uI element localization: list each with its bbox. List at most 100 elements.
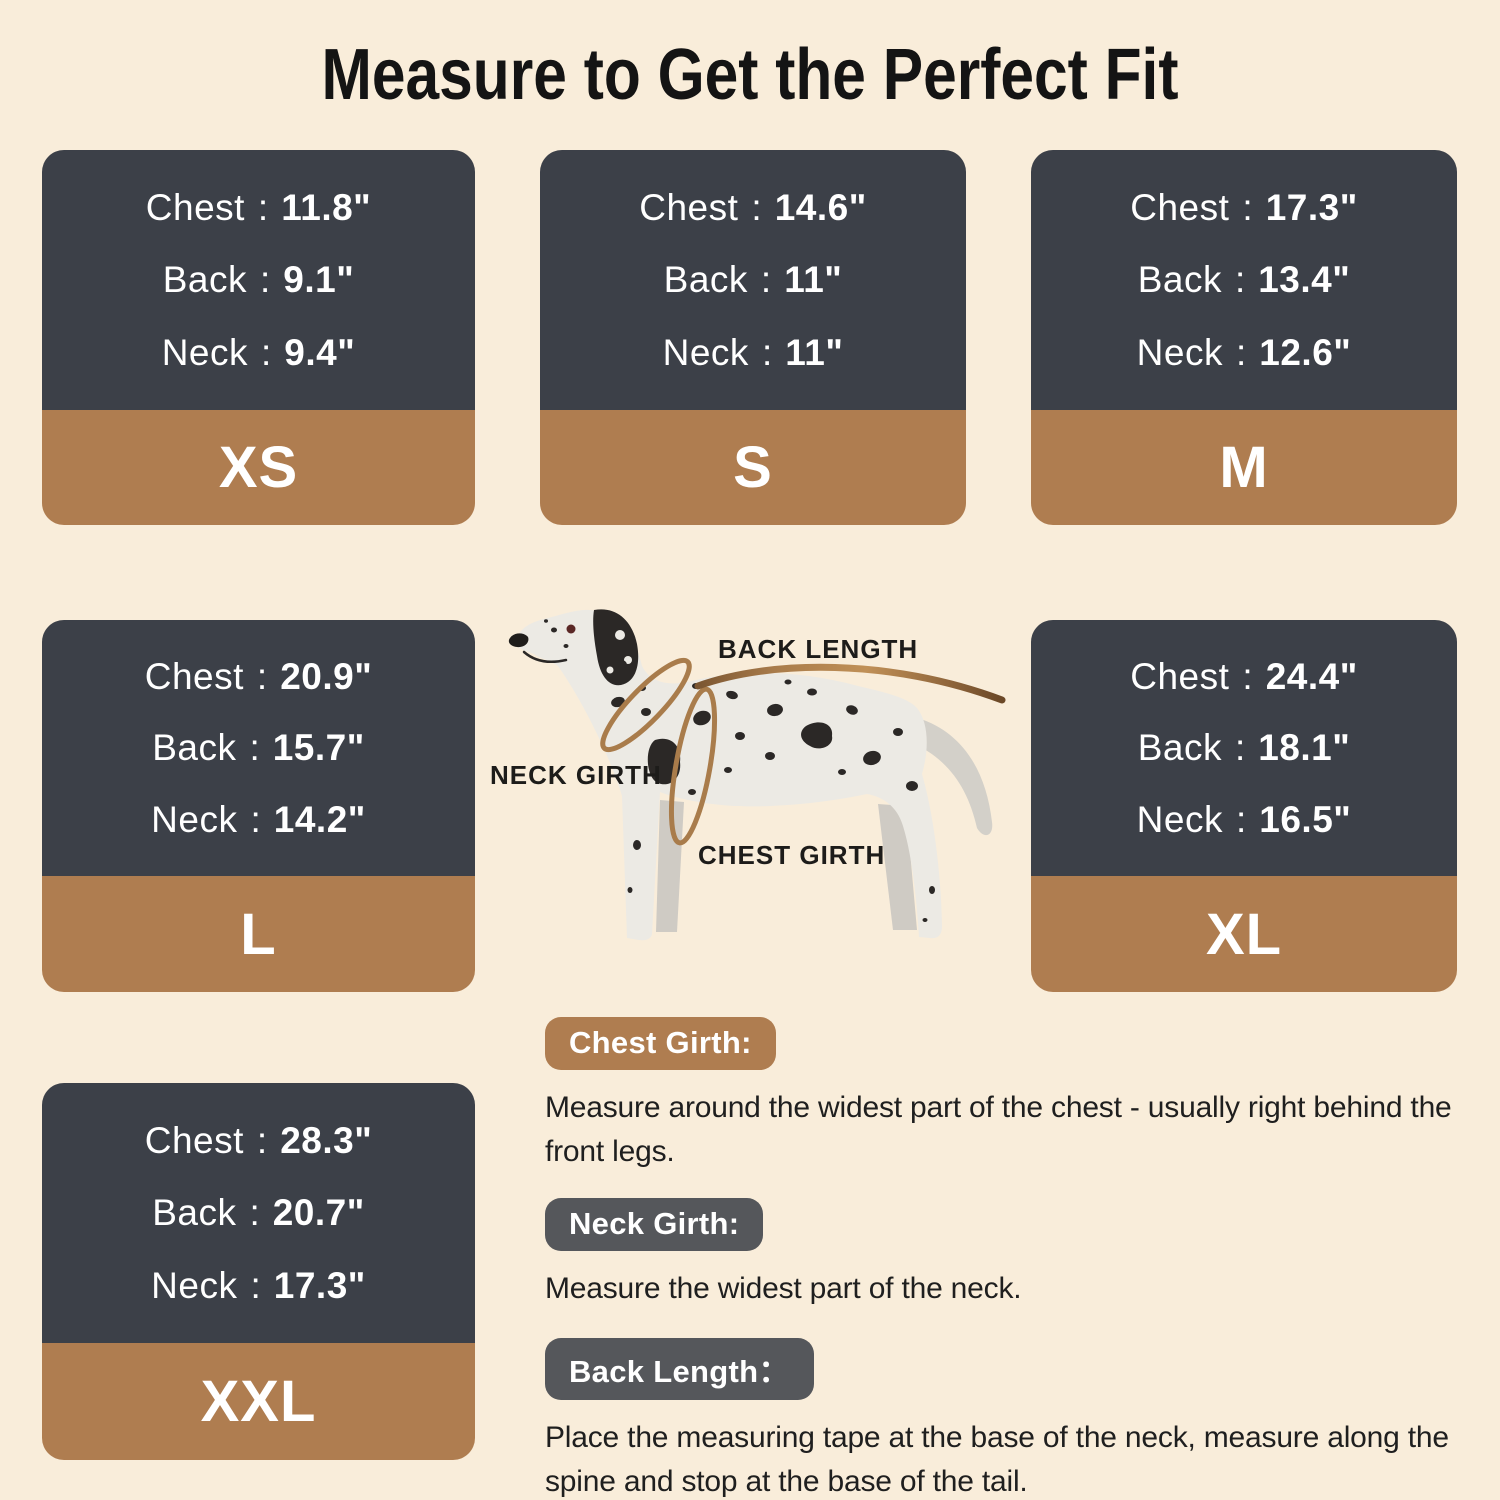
neck-label: Neck <box>161 331 249 373</box>
back-row: Back:15.7" <box>152 727 365 768</box>
neck-value: 14.2" <box>273 798 366 840</box>
neck-row: Neck:14.2" <box>151 798 366 840</box>
neck-value: 16.5" <box>1259 798 1352 840</box>
back-length-text: Place the measuring tape at the base of … <box>545 1421 1449 1498</box>
chest-label: Chest <box>1130 655 1230 697</box>
xxl-footer: XXL <box>42 1343 475 1460</box>
size-badge: S <box>733 435 773 500</box>
size-badge: XL <box>1205 901 1283 967</box>
xs-measurements: Chest:11.8" Back:9.1" Neck:9.4" <box>42 150 475 410</box>
neck-label: Neck <box>1136 798 1223 840</box>
neck-row: Neck:9.4" <box>161 331 356 373</box>
neck-label: Neck <box>1136 331 1223 373</box>
neck-label: Neck <box>151 798 238 840</box>
neck-value: 17.3" <box>273 1264 366 1306</box>
dog-far-front-leg <box>656 800 684 932</box>
chest-girth-heading: Chest Girth: <box>545 1017 776 1070</box>
size-card-s: Chest:14.6" Back:11" Neck:11" S <box>540 150 966 525</box>
size-badge: L <box>240 901 277 967</box>
chest-value: 20.9" <box>280 655 373 697</box>
back-value: 18.1" <box>1258 727 1351 768</box>
chest-value: 14.6" <box>774 186 867 228</box>
back-value: 20.7" <box>272 1192 365 1233</box>
instruction-section-back-length: Back Length： Place the measuring tape at… <box>545 1338 1475 1500</box>
neck-row: Neck:16.5" <box>1136 798 1352 840</box>
neck-value: 11" <box>785 331 844 373</box>
dog-nose <box>508 633 529 648</box>
neck-label: Neck <box>662 331 749 373</box>
chest-label: Chest <box>1130 186 1230 228</box>
xs-footer: XS <box>42 410 475 525</box>
page-title: Measure to Get the Perfect Fit <box>321 35 1179 115</box>
back-row: Back:18.1" <box>1137 727 1351 768</box>
neck-girth-label: NECK GIRTH <box>490 760 662 790</box>
chest-value: 28.3" <box>280 1119 373 1161</box>
back-label: Back <box>152 1192 237 1233</box>
size-card-xl: Chest:24.4" Back:18.1" Neck:16.5" XL <box>1031 620 1457 992</box>
size-badge: M <box>1219 435 1269 500</box>
back-row: Back:9.1" <box>162 259 355 300</box>
neck-label: Neck <box>151 1264 238 1306</box>
chest-value: 11.8" <box>281 186 372 228</box>
neck-row: Neck:17.3" <box>151 1264 366 1306</box>
size-card-xs: Chest:11.8" Back:9.1" Neck:9.4" XS <box>42 150 475 525</box>
chest-row: Chest:11.8" <box>145 186 372 228</box>
back-label: Back <box>663 259 748 300</box>
m-footer: M <box>1031 410 1457 525</box>
back-value: 13.4" <box>1258 259 1351 300</box>
chest-girth-label: CHEST GIRTH <box>698 840 886 870</box>
chest-value: 17.3" <box>1265 186 1358 228</box>
size-card-m: Chest:17.3" Back:13.4" Neck:12.6" M <box>1031 150 1457 525</box>
chest-label: Chest <box>145 186 245 228</box>
back-length-label: BACK LENGTH <box>718 634 919 664</box>
chest-value: 24.4" <box>1265 655 1358 697</box>
neck-value: 12.6" <box>1259 331 1352 373</box>
chest-row: Chest:14.6" <box>639 186 867 228</box>
back-label: Back <box>152 727 237 768</box>
chest-label: Chest <box>639 186 739 228</box>
dog-mouth <box>522 650 568 663</box>
chest-girth-arc <box>668 686 718 846</box>
xl-footer: XL <box>1031 876 1457 992</box>
dog-illustration <box>470 590 1020 1010</box>
xxl-measurements: Chest:28.3" Back:20.7" Neck:17.3" <box>42 1083 475 1343</box>
l-measurements: Chest:20.9" Back:15.7" Neck:14.2" <box>42 620 475 876</box>
chest-girth-text: Measure around the widest part of the ch… <box>545 1091 1452 1168</box>
chest-row: Chest:17.3" <box>1130 186 1358 228</box>
back-row: Back:13.4" <box>1137 259 1351 300</box>
back-value: 11" <box>784 259 843 300</box>
back-value: 15.7" <box>272 727 365 768</box>
back-label: Back <box>162 259 247 300</box>
chest-label: Chest <box>144 1119 244 1161</box>
neck-value: 9.4" <box>284 331 356 373</box>
neck-girth-text: Measure the widest part of the neck. <box>545 1272 1022 1305</box>
back-label: Back <box>1137 259 1222 300</box>
back-row: Back:11" <box>663 259 843 300</box>
neck-girth-arc <box>600 657 692 753</box>
neck-girth-heading: Neck Girth: <box>545 1198 764 1251</box>
back-length-heading: Back Length： <box>545 1338 814 1400</box>
neck-row: Neck:11" <box>662 331 844 373</box>
l-footer: L <box>42 876 475 992</box>
s-measurements: Chest:14.6" Back:11" Neck:11" <box>540 150 966 410</box>
size-badge: XS <box>218 435 299 500</box>
size-card-xxl: Chest:28.3" Back:20.7" Neck:17.3" XXL <box>42 1083 475 1460</box>
chest-row: Chest:20.9" <box>144 655 373 697</box>
chest-row: Chest:28.3" <box>144 1119 373 1161</box>
instruction-section-chest-girth: Chest Girth: Measure around the widest p… <box>545 1017 1475 1174</box>
neck-row: Neck:12.6" <box>1136 331 1352 373</box>
xl-measurements: Chest:24.4" Back:18.1" Neck:16.5" <box>1031 620 1457 876</box>
back-length-arc <box>694 663 1006 704</box>
dog-eye <box>566 624 576 634</box>
back-row: Back:20.7" <box>152 1192 365 1233</box>
m-measurements: Chest:17.3" Back:13.4" Neck:12.6" <box>1031 150 1457 410</box>
dog-ear <box>593 609 639 686</box>
back-value: 9.1" <box>283 259 355 300</box>
dog-tail <box>910 718 993 836</box>
chest-row: Chest:24.4" <box>1130 655 1358 697</box>
chest-label: Chest <box>144 655 244 697</box>
back-label: Back <box>1137 727 1222 768</box>
s-footer: S <box>540 410 966 525</box>
dog-body <box>515 609 942 941</box>
